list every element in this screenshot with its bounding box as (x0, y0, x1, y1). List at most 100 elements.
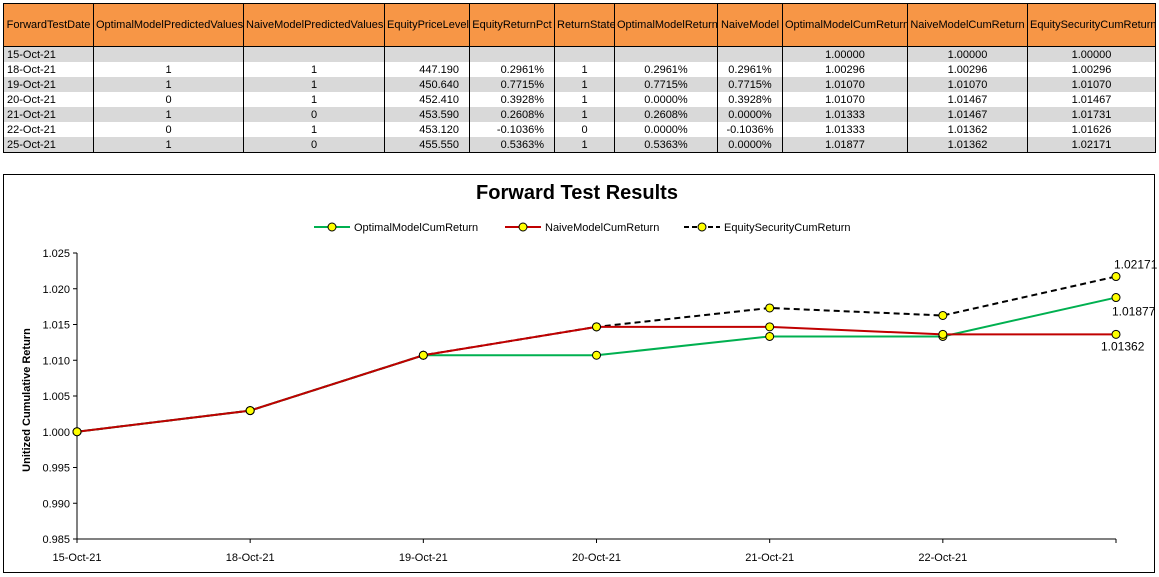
table-cell-equity-cum: 1.01626 (1027, 122, 1156, 137)
table-cell-naive-cum: 1.01070 (907, 77, 1028, 92)
column-header-naive-return: NaiveModel (717, 3, 783, 47)
y-tick-label: 1.005 (42, 391, 70, 403)
y-tick-label: 1.025 (42, 248, 70, 260)
table-row: 25-Oct-21 1 0 455.550 0.5363% 1 0.5363% 0.0000%… (3, 137, 1156, 153)
table-cell-optimal-cum: 1.01070 (782, 77, 908, 92)
x-tick-label: 19-Oct-21 (399, 552, 448, 564)
table-cell-optimal-cum: 1.01333 (782, 107, 908, 122)
y-tick-label: 0.990 (42, 498, 70, 510)
legend-marker-naive (518, 222, 528, 232)
x-tick-label: 22-Oct-21 (918, 552, 967, 564)
legend-label-naive: NaiveModelCumReturn (545, 222, 659, 234)
x-tick-label: 15-Oct-21 (53, 552, 102, 564)
y-tick-label: 1.010 (42, 355, 70, 367)
table-row: 19-Oct-21 1 1 450.640 0.7715% 1 0.7715% 0.7715%… (3, 77, 1156, 92)
table-row: 18-Oct-21 1 1 447.190 0.2961% 1 0.2961% 0.2961%… (3, 62, 1156, 77)
table-cell-naive-cum: 1.00296 (907, 62, 1028, 77)
table-cell-date: 20-Oct-21 (3, 92, 94, 107)
table-cell-date: 18-Oct-21 (3, 62, 94, 77)
table-cell-optimal-return: 0.7715% (614, 77, 718, 92)
table-cell-return-pct: 0.3928% (469, 92, 555, 107)
table-cell-return-pct: -0.1036% (469, 122, 555, 137)
x-tick-label: 21-Oct-21 (745, 552, 794, 564)
data-point-optimal (592, 350, 601, 360)
table-cell-optimal-cum: 1.01877 (782, 137, 908, 153)
table-row: 22-Oct-21 0 1 453.120 -0.1036% 0 0.0000% -0.103… (3, 122, 1156, 137)
table-cell-optimal-pred (93, 46, 244, 62)
table-cell-equity-cum: 1.01070 (1027, 77, 1156, 92)
table-cell-naive-return (717, 46, 783, 62)
data-point-naive (245, 406, 255, 416)
end-label-equity: 1.02171 (1114, 258, 1158, 272)
column-header-naive-cum: NaiveModelCumReturn (907, 3, 1028, 47)
table-cell-return-pct (469, 46, 555, 62)
y-tick-label: 1.020 (42, 284, 70, 296)
data-point-optimal (765, 331, 775, 341)
table-cell-naive-pred (243, 46, 385, 62)
table-cell-date: 22-Oct-21 (3, 122, 94, 137)
table-cell-optimal-cum: 1.01333 (782, 122, 908, 137)
table-row: 21-Oct-21 1 0 453.590 0.2608% 1 0.2608% 0.0000%… (3, 107, 1156, 122)
end-label-optimal: 1.01877 (1112, 305, 1156, 319)
table-cell-naive-return: -0.1036% (717, 122, 783, 137)
table-cell-return-state: 1 (554, 137, 615, 153)
data-point-naive (72, 427, 82, 437)
y-tick-label: 1.000 (42, 427, 70, 439)
x-tick-label: 18-Oct-21 (226, 552, 275, 564)
table-header-row: ForwardTestDate OptimalModelPredictedValu… (3, 3, 1156, 47)
data-point-optimal (1111, 293, 1121, 303)
data-point-naive (418, 350, 428, 360)
table-cell-price-level: 450.640 (384, 77, 470, 92)
table-cell-date: 15-Oct-21 (3, 46, 94, 62)
table-cell-optimal-return: 0.0000% (614, 92, 718, 107)
column-header-naive-pred: NaiveModelPredictedValues (243, 3, 385, 47)
column-header-equity-cum: EquitySecurityCumReturn (1027, 3, 1156, 47)
column-header-date: ForwardTestDate (3, 3, 94, 47)
table-cell-return-pct: 0.7715% (469, 77, 555, 92)
data-table: ForwardTestDate OptimalModelPredictedValu… (3, 3, 1156, 153)
data-point-naive (938, 329, 948, 339)
table-cell-optimal-pred: 1 (93, 137, 244, 153)
data-point-naive (592, 322, 601, 332)
end-label-naive: 1.01362 (1101, 339, 1145, 353)
table-cell-price-level: 453.590 (384, 107, 470, 122)
data-point-equity (938, 310, 948, 320)
legend-label-equity: EquitySecurityCumReturn (724, 222, 851, 234)
data-point-equity (765, 303, 775, 313)
table-cell-naive-pred: 0 (243, 107, 385, 122)
table-cell-naive-pred: 1 (243, 77, 385, 92)
table-cell-optimal-return: 0.2961% (614, 62, 718, 77)
table-cell-equity-cum: 1.02171 (1027, 137, 1156, 153)
table-cell-naive-cum: 1.01467 (907, 107, 1028, 122)
table-cell-return-state: 1 (554, 107, 615, 122)
table-cell-equity-cum: 1.00296 (1027, 62, 1156, 77)
table-cell-naive-cum: 1.00000 (907, 46, 1028, 62)
table-cell-optimal-return: 0.5363% (614, 137, 718, 153)
table-cell-naive-cum: 1.01362 (907, 122, 1028, 137)
table-cell-optimal-cum: 1.00000 (782, 46, 908, 62)
table-cell-price-level: 455.550 (384, 137, 470, 153)
table-cell-price-level (384, 46, 470, 62)
table-cell-equity-cum: 1.00000 (1027, 46, 1156, 62)
table-cell-optimal-cum: 1.01070 (782, 92, 908, 107)
table-cell-date: 21-Oct-21 (3, 107, 94, 122)
table-cell-optimal-return (614, 46, 718, 62)
table-cell-date: 19-Oct-21 (3, 77, 94, 92)
data-point-naive (1111, 329, 1121, 339)
table-cell-optimal-pred: 1 (93, 77, 244, 92)
table-cell-price-level: 452.410 (384, 92, 470, 107)
table-cell-equity-cum: 1.01731 (1027, 107, 1156, 122)
y-tick-label: 1.015 (42, 320, 70, 332)
y-tick-label: 0.995 (42, 463, 70, 475)
column-header-optimal-cum: OptimalModelCumReturn (782, 3, 908, 47)
table-row: 20-Oct-21 0 1 452.410 0.3928% 1 0.0000% 0.3928%… (3, 92, 1156, 107)
table-cell-naive-return: 0.0000% (717, 137, 783, 153)
series-line-optimal (76, 296, 1117, 433)
table-cell-price-level: 453.120 (384, 122, 470, 137)
data-point-equity (1111, 272, 1121, 282)
table-cell-return-pct: 0.2608% (469, 107, 555, 122)
table-cell-return-state: 1 (554, 77, 615, 92)
chart-frame (3, 174, 1155, 573)
table-cell-optimal-pred: 1 (93, 107, 244, 122)
